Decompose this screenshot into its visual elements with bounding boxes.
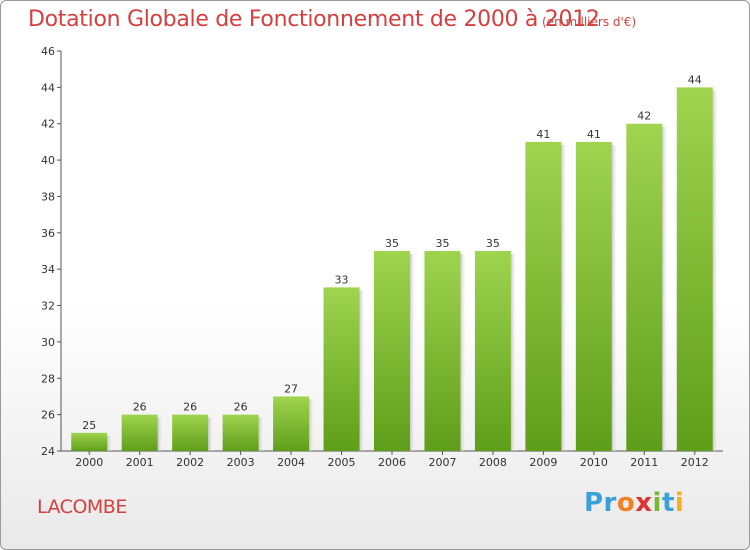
bar-shadow: [662, 126, 669, 452]
bar-shadow: [258, 417, 265, 451]
data-label: 44: [688, 73, 702, 86]
y-tick-label: 30: [41, 336, 55, 349]
data-label: 26: [133, 401, 147, 414]
bar: [474, 251, 511, 451]
y-tick-label: 32: [41, 300, 55, 313]
bar: [374, 251, 410, 451]
y-tick-label: 44: [41, 81, 55, 94]
y-tick-label: 34: [41, 263, 55, 276]
data-label: 25: [82, 419, 96, 432]
bar: [222, 414, 259, 451]
y-tick-label: 46: [41, 45, 55, 58]
x-tick-label: 2006: [378, 456, 406, 469]
bar-shadow: [107, 435, 114, 451]
bar-shadow: [460, 254, 467, 451]
x-tick-label: 2003: [227, 456, 255, 469]
bar-shadow: [712, 90, 719, 451]
logo-letters: Pr: [584, 488, 617, 518]
bar: [525, 141, 562, 451]
logo-letters: o: [616, 488, 636, 518]
x-tick-label: 2010: [580, 456, 608, 469]
bar-shadow: [561, 144, 568, 451]
data-label: 27: [284, 382, 298, 395]
y-tick-label: 36: [41, 227, 55, 240]
bar-shadow: [359, 290, 366, 451]
y-tick-label: 24: [41, 445, 55, 458]
bar-shadow: [510, 254, 517, 451]
x-tick-label: 2009: [529, 456, 557, 469]
x-tick-label: 2004: [277, 456, 305, 469]
bar: [676, 87, 713, 451]
proxiti-logo: Proxiti: [584, 488, 684, 518]
bar: [424, 251, 461, 451]
y-tick-label: 42: [41, 118, 55, 131]
logo-letters: t: [661, 488, 675, 518]
data-label: 26: [234, 401, 248, 414]
data-label: 35: [385, 237, 399, 250]
data-label: 26: [183, 401, 197, 414]
bar: [273, 396, 310, 451]
bar: [626, 123, 663, 452]
data-label: 33: [335, 273, 349, 286]
y-tick-label: 40: [41, 154, 55, 167]
logo-letters: i: [674, 488, 685, 518]
data-label: 42: [637, 110, 651, 123]
chart-title: Dotation Globale de Fonctionnement de 20…: [28, 7, 600, 32]
data-label: 41: [536, 128, 550, 141]
bar: [121, 414, 158, 451]
x-tick-label: 2000: [75, 456, 103, 469]
bar: [172, 414, 209, 451]
x-tick-label: 2002: [176, 456, 204, 469]
data-label: 41: [587, 128, 601, 141]
y-tick-label: 38: [41, 190, 55, 203]
bar: [575, 141, 612, 451]
logo-letters: x: [635, 488, 653, 518]
chart-subtitle: (en milliers d'€): [542, 15, 637, 29]
bar: [323, 287, 360, 451]
y-tick-label: 28: [41, 372, 55, 385]
data-label: 35: [435, 237, 449, 250]
x-tick-label: 2007: [428, 456, 456, 469]
data-label: 35: [486, 237, 500, 250]
x-tick-label: 2008: [479, 456, 507, 469]
bar-shadow: [410, 254, 416, 451]
logo-letters: i: [652, 488, 662, 518]
x-tick-label: 2005: [328, 456, 356, 469]
bar-shadow: [157, 417, 164, 451]
x-tick-label: 2001: [126, 456, 154, 469]
x-tick-label: 2012: [681, 456, 709, 469]
place-name: LACOMBE: [37, 496, 127, 518]
bar-shadow: [611, 144, 618, 451]
y-tick-label: 26: [41, 409, 55, 422]
bar: [71, 432, 108, 451]
x-tick-label: 2011: [630, 456, 658, 469]
bar-shadow: [309, 399, 316, 451]
bar-shadow: [208, 417, 215, 451]
